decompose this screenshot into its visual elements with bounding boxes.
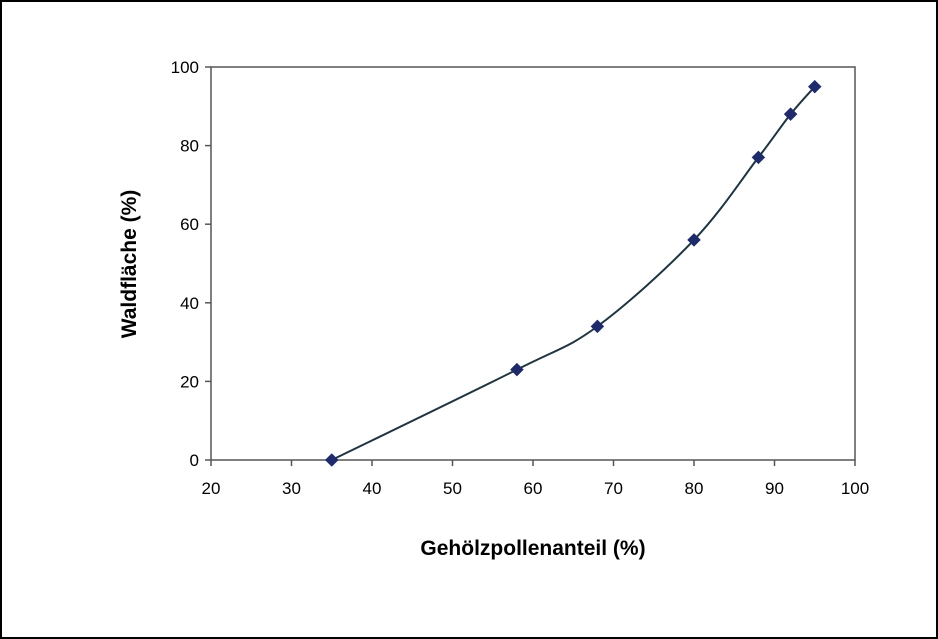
data-point-marker [510, 362, 524, 377]
x-tick-label: 50 [443, 479, 462, 498]
data-point-marker [751, 150, 766, 165]
y-axis-title: Waldfläche (%) [118, 190, 141, 339]
x-axis-ticks: 20 30 40 50 60 70 80 90 100 [202, 460, 869, 498]
y-tick-label: 40 [180, 294, 199, 313]
x-tick-label: 80 [685, 479, 704, 498]
x-tick-label: 40 [363, 479, 382, 498]
series-line [331, 85, 816, 461]
y-axis-ticks: 0 20 40 60 80 100 [171, 58, 211, 470]
x-tick-label: 60 [524, 479, 543, 498]
x-tick-label: 20 [202, 479, 221, 498]
y-tick-label: 100 [171, 58, 199, 77]
y-tick-label: 0 [190, 451, 199, 470]
plot-area [210, 66, 856, 461]
x-tick-label: 70 [604, 479, 623, 498]
data-point-marker [590, 319, 605, 334]
x-tick-label: 30 [282, 479, 301, 498]
data-point-marker [324, 453, 339, 467]
data-point-marker [687, 233, 701, 247]
y-tick-label: 60 [180, 215, 199, 234]
x-axis-title: Gehölzpollenanteil (%) [420, 537, 645, 560]
x-tick-label: 100 [841, 479, 869, 498]
data-point-marker [807, 79, 822, 94]
y-tick-label: 20 [180, 372, 199, 391]
data-point-marker [783, 107, 798, 122]
y-tick-label: 80 [180, 137, 199, 156]
x-tick-label: 90 [765, 479, 784, 498]
series-layer [324, 79, 822, 467]
